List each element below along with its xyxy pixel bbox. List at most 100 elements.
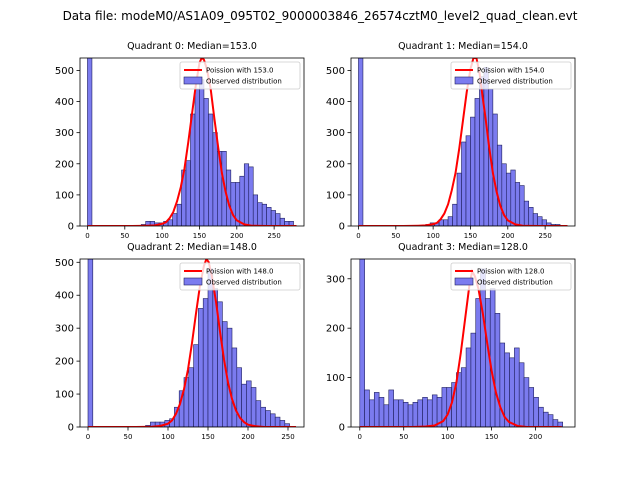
x-tick-label: 100: [441, 433, 454, 441]
legend-curve-label: Poission with 153.0: [206, 67, 274, 75]
legend-curve-label: Poission with 154.0: [477, 67, 545, 75]
y-tick-label: 400: [55, 97, 74, 108]
histogram-bar: [257, 202, 263, 226]
axes-frame: [350, 258, 576, 428]
panel-quadrant-1: Quadrant 1: Median=154.0 0 50 100 150 200 250 0…: [326, 41, 576, 240]
histogram-bar: [474, 98, 480, 226]
histogram-bar: [465, 347, 472, 427]
x-tick-label: 100: [155, 232, 168, 240]
histogram-bar: [250, 387, 257, 427]
histogram-bar: [443, 219, 449, 226]
histogram-bar: [483, 67, 489, 226]
histogram-bar: [465, 135, 471, 226]
histogram-bar: [275, 213, 281, 226]
histogram-bar: [528, 207, 534, 226]
legend-bar-swatch: [454, 76, 474, 85]
histogram-bar: [532, 213, 538, 226]
histogram-bar: [266, 207, 272, 226]
histogram-bar: [270, 210, 276, 226]
histogram-bar: [547, 414, 554, 427]
y-tick-label: 200: [55, 159, 74, 170]
y-tick-label: 0: [68, 423, 74, 434]
histogram-bar: [274, 416, 281, 427]
histogram-bar: [261, 203, 267, 226]
histogram-bar: [509, 357, 515, 427]
y-tick-label: 500: [55, 258, 74, 269]
histogram-bar: [489, 288, 496, 427]
legend-curve-label: Poission with 148.0: [206, 268, 274, 276]
y-tick-label: 200: [55, 357, 74, 368]
histogram-bar: [172, 213, 178, 226]
histogram-bar: [533, 397, 539, 427]
histogram-bar: [260, 406, 266, 427]
y-tick-label: 100: [326, 373, 345, 384]
legend-bar-label: Observed distribution: [477, 279, 553, 287]
panel-title: Quadrant 2: Median=148.0: [127, 242, 257, 253]
histogram-bar: [528, 387, 535, 427]
histogram-bar: [230, 182, 236, 226]
panel-title: Quadrant 0: Median=153.0: [127, 41, 257, 52]
histogram-bar: [383, 404, 390, 427]
x-tick-label: 250: [267, 232, 280, 240]
histogram-bar: [497, 144, 503, 226]
histogram-bar: [369, 399, 375, 427]
legend: Poission with 153.0 Observed distribution: [179, 61, 301, 90]
y-tick-label: 500: [55, 66, 74, 77]
y-tick-label: 300: [55, 128, 74, 139]
histogram-bar: [552, 419, 559, 427]
histogram-bar: [452, 203, 458, 226]
y-tick-label: 100: [326, 190, 345, 201]
x-tick-label: 50: [399, 433, 408, 441]
x-tick-label: 150: [464, 232, 477, 240]
y-tick-label: 200: [326, 324, 345, 335]
histogram-bar: [538, 406, 544, 427]
axes-frame: [79, 57, 305, 227]
histogram-bar: [193, 344, 199, 427]
y-tick-label: 300: [326, 128, 345, 139]
histogram-bar: [543, 411, 549, 427]
histogram-bar: [523, 200, 530, 226]
histogram-bar: [427, 399, 433, 427]
histogram-bar: [398, 399, 404, 427]
histogram-bar: [167, 219, 173, 226]
legend-bar-label: Observed distribution: [477, 78, 553, 86]
histogram-bar: [402, 401, 409, 427]
histogram-bars: [87, 259, 290, 427]
y-tick-label: 400: [326, 97, 345, 108]
histogram-bar: [265, 410, 271, 427]
histogram-bar: [417, 399, 423, 427]
panel-quadrant-0: Quadrant 0: Median=153.0 0 50 100 150 200 250 0…: [55, 41, 305, 240]
x-tick-label: 100: [426, 232, 439, 240]
histogram-bar: [470, 332, 477, 427]
x-tick-label: 200: [241, 433, 254, 441]
x-tick-label: 100: [161, 433, 174, 441]
histogram-bar: [212, 132, 218, 226]
legend-bar-label: Observed distribution: [206, 279, 282, 287]
histogram-bar: [412, 401, 419, 427]
histogram-bar: [208, 113, 214, 226]
histogram-bar: [378, 397, 385, 427]
y-tick-label: 200: [326, 159, 345, 170]
histogram-bar: [504, 352, 510, 427]
histogram-bar: [388, 389, 394, 427]
histogram-bar: [523, 377, 530, 427]
legend-bar-swatch: [183, 76, 203, 85]
legend-bar-label: Observed distribution: [206, 78, 282, 86]
x-tick-label: 200: [230, 232, 243, 240]
legend: Poission with 154.0 Observed distribution: [450, 61, 572, 90]
histogram-bars: [359, 259, 564, 427]
legend-box: [450, 61, 572, 90]
histogram-bar: [87, 58, 93, 226]
histogram-bar: [431, 394, 438, 427]
histogram-bar: [557, 421, 564, 427]
legend-box: [179, 61, 301, 90]
histogram-bar: [358, 58, 364, 226]
legend-bar-swatch: [183, 277, 203, 286]
y-tick-label: 100: [55, 390, 74, 401]
axes-frame: [79, 258, 305, 428]
histogram-bar: [270, 413, 276, 427]
panel-quadrant-2: Quadrant 2: Median=148.0 0 50 100 150 200 250 0…: [55, 242, 305, 441]
histogram-bar: [359, 259, 365, 427]
x-tick-label: 0: [358, 433, 362, 441]
x-tick-label: 250: [281, 433, 294, 441]
